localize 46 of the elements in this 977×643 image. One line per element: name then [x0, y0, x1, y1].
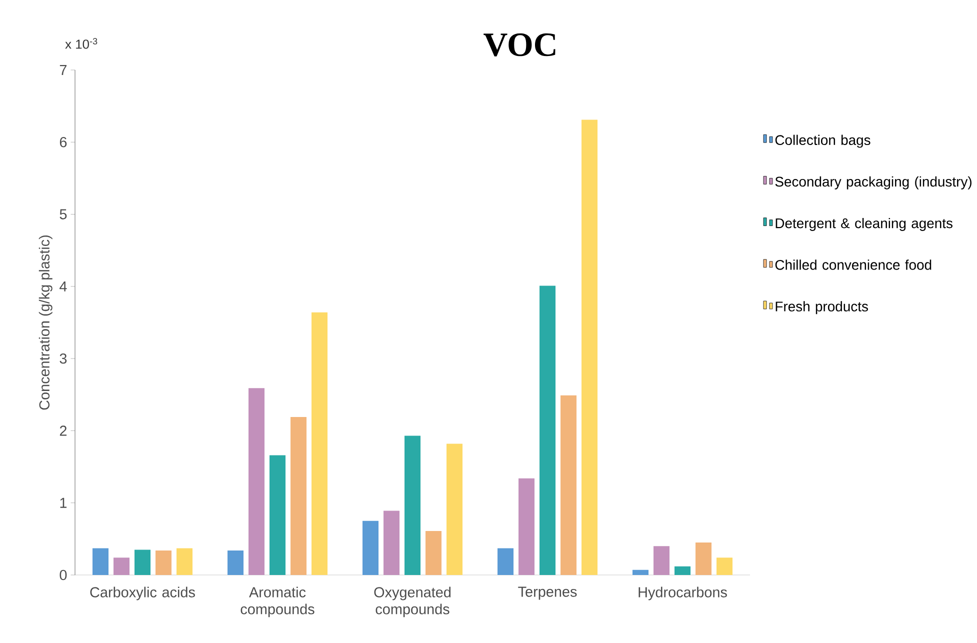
x-tick-label: Carboxylic acids	[90, 586, 195, 600]
bar	[696, 542, 712, 575]
x-tick-label: Oxygenated compounds	[374, 586, 451, 618]
bar	[290, 416, 307, 575]
y-axis-title: Concentration (g/kg plastic)	[38, 235, 52, 410]
bar	[384, 510, 400, 575]
legend-label: Collection bags	[775, 134, 870, 148]
legend-label: Detergent & cleaning agents	[776, 218, 952, 231]
y-tick-label: 4	[60, 281, 67, 292]
x-tick-label: Aromatic compounds	[240, 586, 314, 618]
bar	[92, 548, 109, 575]
y-tick-label: 5	[60, 209, 67, 220]
y-tick-label: 1	[60, 498, 67, 508]
x-tick-label: Terpenes	[518, 586, 577, 600]
bar	[404, 436, 421, 575]
bar	[674, 566, 691, 575]
bar	[114, 558, 130, 575]
legend-label: Secondary packaging (industry)	[775, 176, 972, 190]
chart-title: VOC	[484, 33, 556, 56]
bar	[654, 546, 670, 575]
bar	[446, 444, 463, 575]
y-tick-label: 7	[60, 65, 67, 75]
y-tick-label: 2	[60, 426, 67, 436]
bar	[540, 286, 556, 575]
bar	[176, 548, 193, 575]
bar	[518, 478, 535, 575]
legend-label: Fresh products	[776, 301, 868, 314]
bar	[632, 570, 649, 575]
text: x 10$^{-3}$	[65, 38, 98, 49]
bar	[426, 530, 442, 575]
bar	[498, 548, 514, 575]
bar	[716, 558, 733, 575]
bar	[248, 388, 265, 575]
bar	[270, 455, 286, 575]
y-tick-label: 3	[60, 353, 67, 364]
bar	[156, 550, 172, 575]
legend-label: Chilled convenience food	[775, 260, 932, 270]
y-tick-label: 0	[60, 570, 67, 580]
x-tick-label: Hydrocarbons	[638, 586, 727, 600]
bar	[134, 550, 151, 575]
bar	[560, 395, 577, 575]
y-tick-label: 6	[60, 137, 67, 148]
bar	[582, 120, 598, 575]
bar	[228, 550, 244, 575]
bar	[362, 520, 379, 575]
bar	[312, 312, 328, 575]
